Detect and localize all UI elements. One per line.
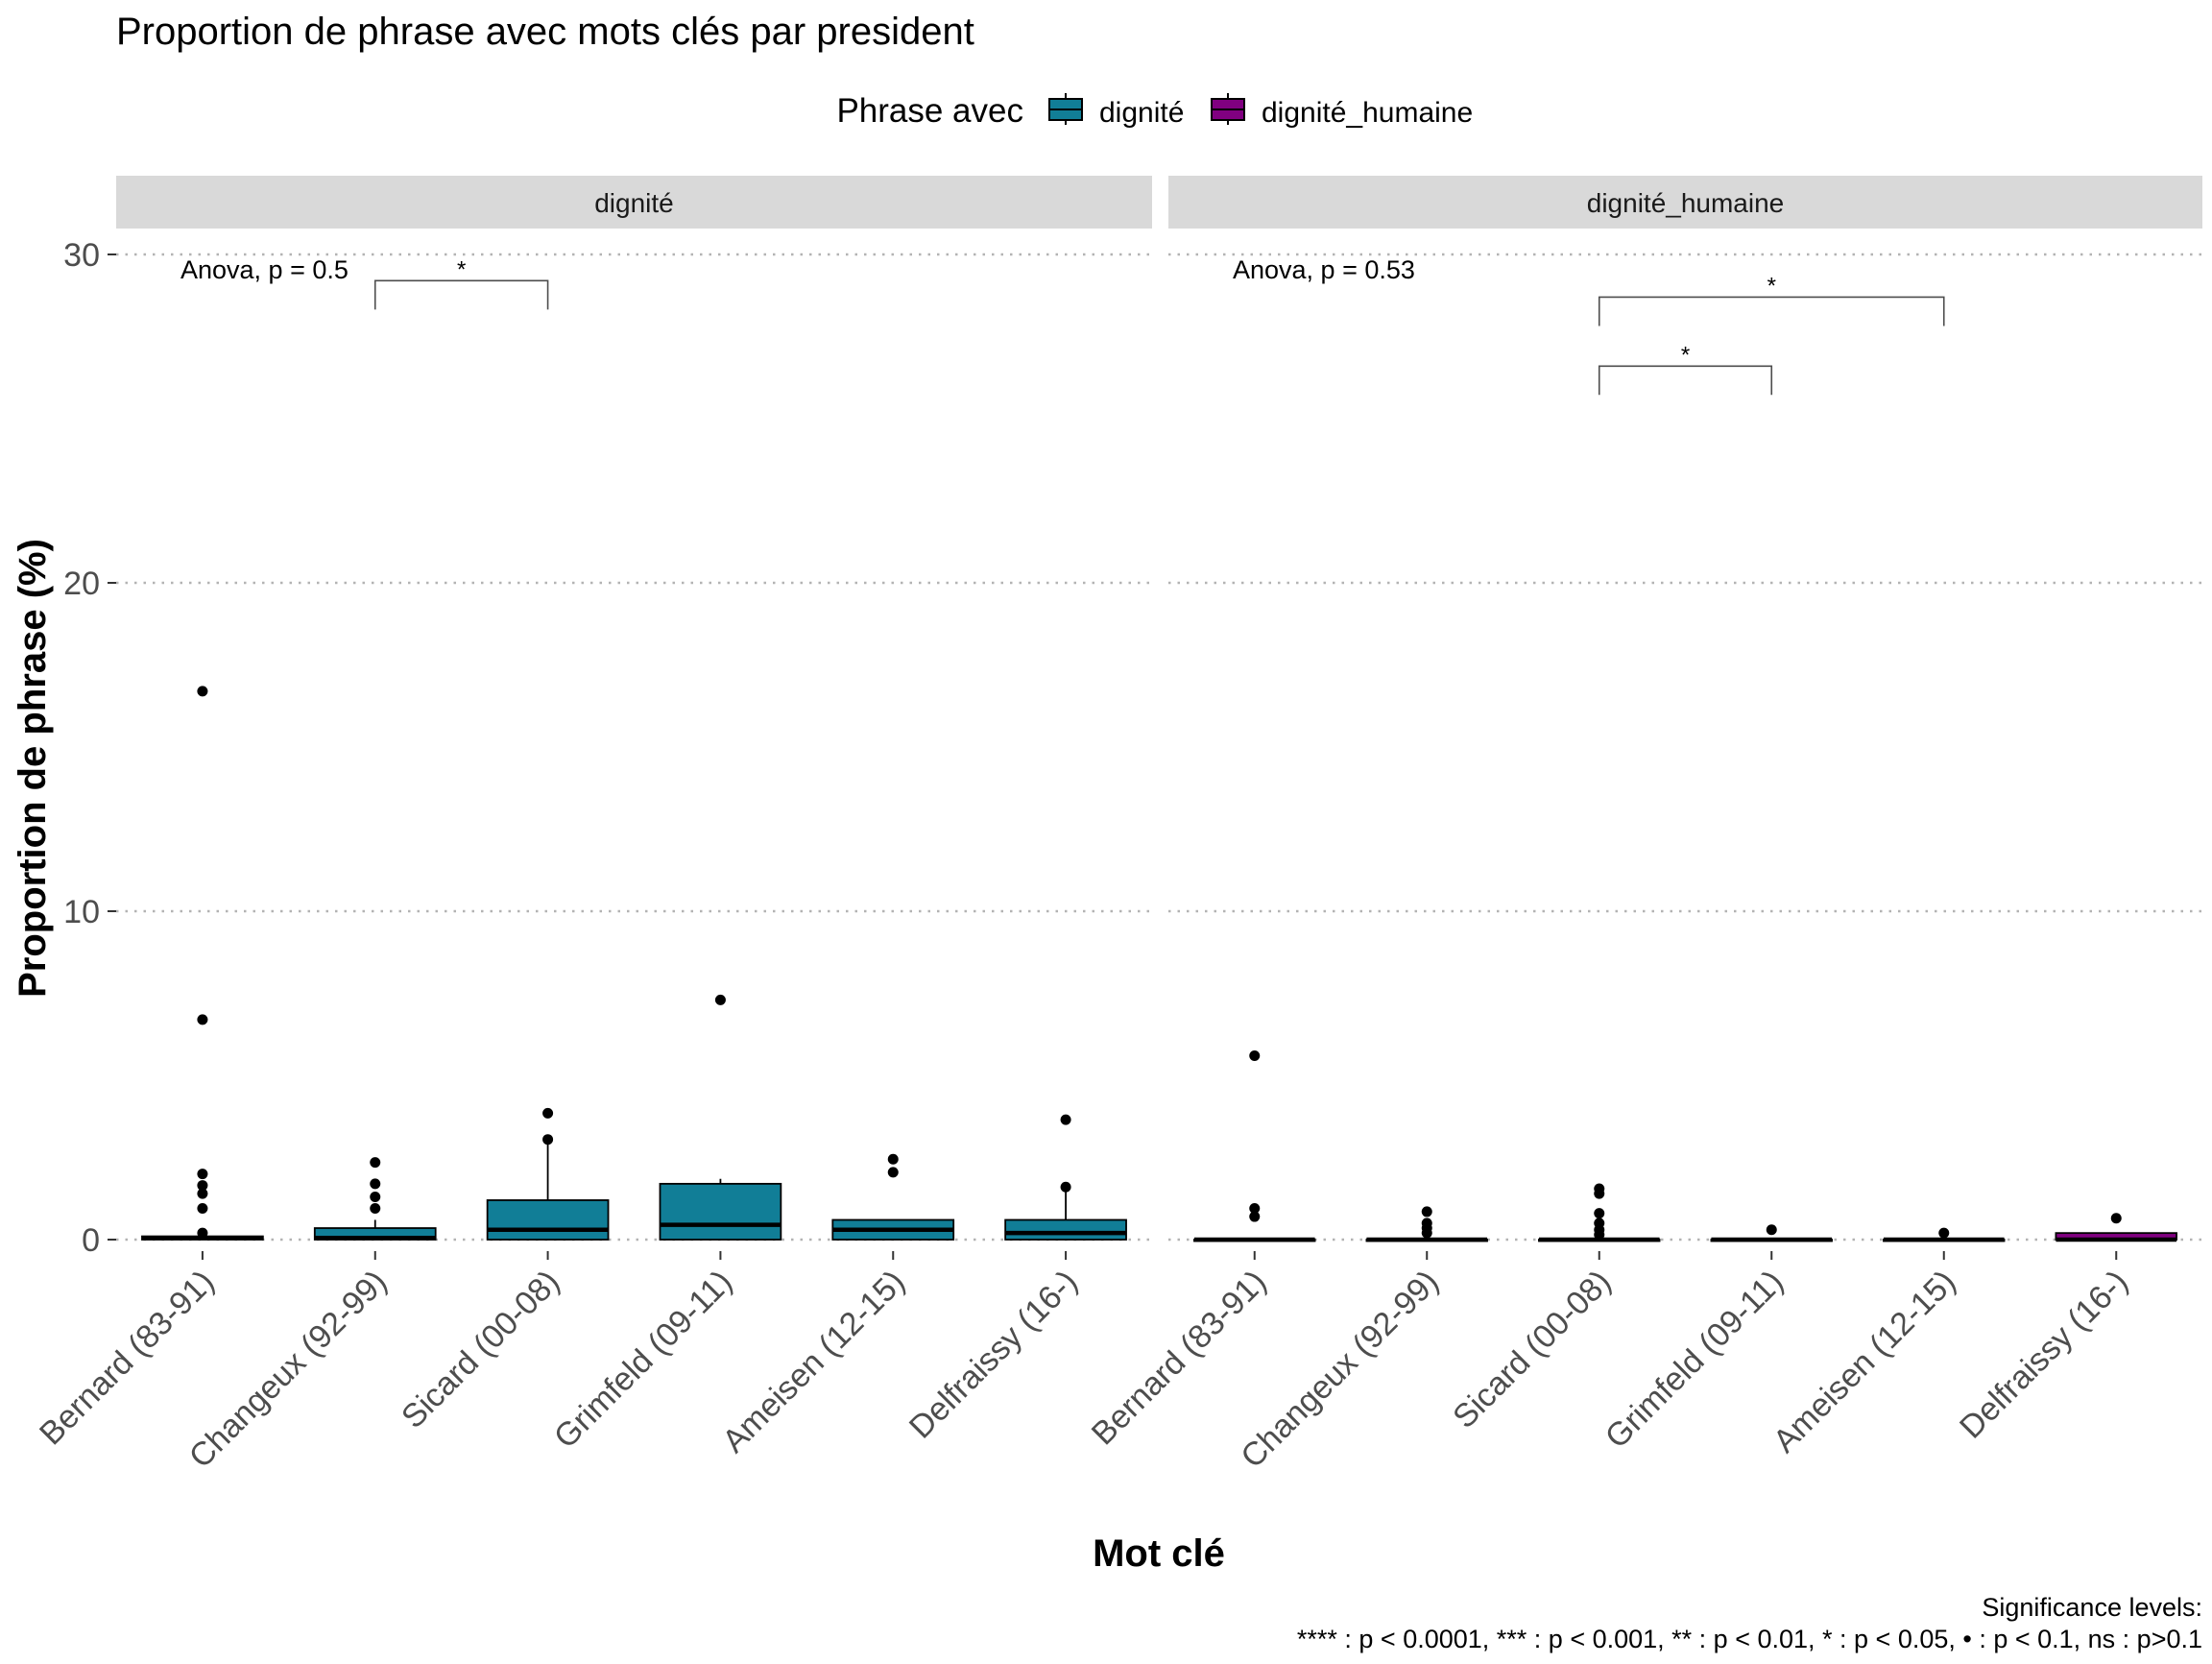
boxplot-dignité-5 [1004, 1114, 1127, 1241]
y-tick-label: 20 [63, 566, 100, 602]
x-tick-label: Ameisen (12-15) [1767, 1264, 1963, 1460]
chart-title: Proportion de phrase avec mots clés par … [116, 11, 974, 53]
boxplot-dignité_humaine-5 [2055, 1213, 2177, 1242]
boxplot-dignité_humaine-0 [1193, 1049, 1316, 1242]
legend-label-0: dignité [1099, 97, 1184, 129]
outlier-point [1594, 1183, 1605, 1194]
boxplot-dignité_humaine-4 [1883, 1227, 2006, 1242]
x-tick-label: Bernard (83-91) [1085, 1264, 1274, 1453]
panel-dignité_humaine: dignité_humaine Anova, p = 0.53 * * Bernard … [1085, 176, 2202, 1475]
caption-line-1: Significance levels: [1982, 1593, 2202, 1622]
significance-label: * [1681, 342, 1690, 368]
x-tick-label: Delfraissy (16-) [902, 1264, 1085, 1446]
outlier-point [197, 1188, 208, 1199]
significance-label: * [457, 256, 466, 282]
outlier-point [542, 1107, 554, 1119]
significance-bracket [1598, 296, 1945, 326]
facet-strip-label: dignité [594, 188, 674, 218]
x-tick-label: Sicard (00-08) [395, 1264, 566, 1435]
outlier-point [542, 1134, 554, 1146]
outlier-point [197, 1203, 208, 1215]
y-tick-label: 30 [63, 237, 100, 274]
outlier-point [197, 686, 208, 697]
legend-item-0: dignité [1048, 93, 1184, 129]
significance-bracket [1598, 365, 1773, 396]
x-tick-label: Sicard (00-08) [1446, 1264, 1618, 1435]
significance-label: * [1767, 273, 1776, 299]
outlier-point [1421, 1218, 1432, 1229]
outlier-point [197, 1227, 208, 1239]
outlier-point [887, 1153, 899, 1165]
boxplot-dignité-3 [659, 994, 782, 1241]
significance-bracket [373, 279, 549, 310]
outlier-point [714, 994, 726, 1005]
outlier-point [1594, 1208, 1605, 1219]
box [659, 1182, 782, 1241]
facet-strip [116, 176, 1152, 229]
outlier-point [197, 1014, 208, 1025]
x-tick-label: Delfraissy (16-) [1953, 1264, 2135, 1446]
x-tick-label: Bernard (83-91) [33, 1264, 222, 1453]
outlier-point [197, 1169, 208, 1180]
outlier-point [1249, 1049, 1261, 1061]
facet-strip-label: dignité_humaine [1587, 188, 1785, 218]
legend-item-1: dignité_humaine [1211, 93, 1473, 129]
outlier-point [1594, 1218, 1605, 1229]
x-tick-label: Grimfeld (09-11) [547, 1264, 739, 1456]
outlier-point [370, 1178, 381, 1190]
boxplot-dignité-2 [486, 1107, 610, 1241]
x-axis-label: Mot clé [1093, 1532, 1225, 1575]
boxplot-dignité-0 [141, 686, 264, 1241]
legend-label-1: dignité_humaine [1262, 97, 1473, 129]
anova-label: Anova, p = 0.5 [180, 255, 349, 284]
outlier-point [370, 1157, 381, 1169]
outlier-point [370, 1192, 381, 1203]
x-tick-label: Grimfeld (09-11) [1599, 1264, 1791, 1456]
outlier-point [1249, 1203, 1261, 1215]
outlier-point [887, 1167, 899, 1178]
outlier-point [1766, 1224, 1777, 1236]
outlier-point [370, 1203, 381, 1215]
boxplot-dignité_humaine-1 [1365, 1206, 1488, 1242]
y-axis: 0 10 20 30 [63, 237, 116, 1259]
outlier-point [1249, 1211, 1261, 1222]
caption-line-2: **** : p < 0.0001, *** : p < 0.001, ** :… [1297, 1625, 2202, 1653]
legend: Phrase avec dignité dignité_humaine [836, 92, 1473, 130]
boxplot-dignité_humaine-3 [1710, 1224, 1833, 1242]
boxplot-dignité_humaine-2 [1538, 1183, 1661, 1242]
y-tick-label: 0 [82, 1222, 100, 1259]
outlier-point [1060, 1181, 1071, 1193]
box [486, 1199, 610, 1241]
outlier-point [2110, 1213, 2122, 1224]
outlier-point [1421, 1206, 1432, 1218]
boxplot-dignité-1 [313, 1157, 437, 1241]
legend-items: dignité dignité_humaine [1048, 93, 1473, 129]
outlier-point [1060, 1114, 1071, 1125]
boxplot-dignité-4 [831, 1153, 955, 1241]
y-axis-label: Proportion de phrase (%) [12, 539, 54, 998]
legend-title: Phrase avec [836, 92, 1023, 130]
x-tick-label: Ameisen (12-15) [715, 1264, 912, 1460]
anova-label: Anova, p = 0.53 [1233, 255, 1415, 284]
outlier-point [1938, 1227, 1950, 1239]
y-tick-label: 10 [63, 894, 100, 930]
outlier-point [197, 1180, 208, 1192]
box [1004, 1218, 1127, 1241]
facet-strip [1168, 176, 2202, 229]
